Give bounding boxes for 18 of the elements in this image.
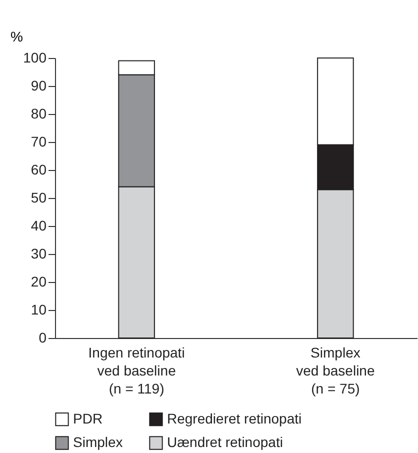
legend-label: Uændret retinopati: [167, 434, 283, 450]
x-tick-label: Ingen retinopati ved baseline (n = 119): [88, 344, 185, 396]
legend-label: PDR: [73, 410, 103, 426]
y-axis-title: %: [10, 28, 23, 44]
x-tick-label: Simplex ved baseline (n = 75): [296, 344, 375, 396]
y-tick-label: 30: [30, 246, 47, 262]
y-tick-label: 100: [23, 50, 47, 66]
y-tick-label: 90: [30, 78, 47, 94]
y-tick-label: 80: [30, 106, 47, 122]
y-tick-label: 20: [30, 274, 47, 290]
legend-label: Regredieret retinopati: [167, 410, 302, 426]
y-tick-label: 10: [30, 302, 47, 318]
y-tick-label: 40: [30, 218, 47, 234]
legend-label: Simplex: [73, 434, 123, 450]
y-tick-label: 50: [30, 190, 47, 206]
y-tick-label: 70: [30, 134, 47, 150]
y-tick-label: 60: [30, 162, 47, 178]
y-tick-label: 0: [38, 330, 47, 346]
